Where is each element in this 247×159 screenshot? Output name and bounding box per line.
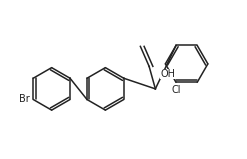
Text: OH: OH [160, 69, 175, 79]
Text: Br: Br [19, 94, 29, 104]
Text: Cl: Cl [171, 85, 181, 95]
